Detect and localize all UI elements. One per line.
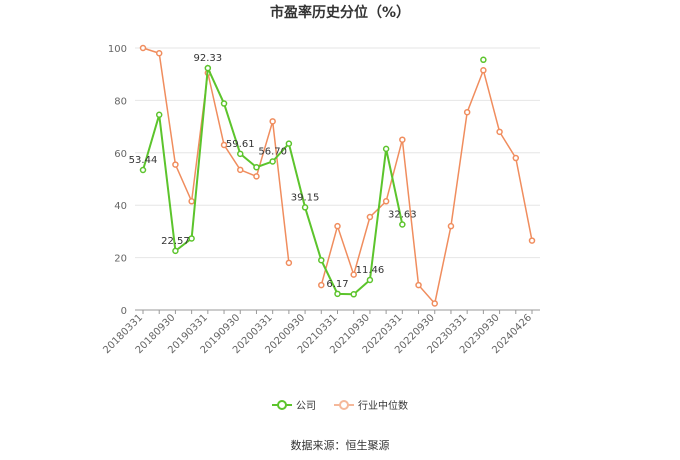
data-point-company: [399, 221, 406, 228]
series-line-industry: [142, 47, 290, 263]
data-point-industry: [480, 67, 487, 74]
data-point-company: [155, 111, 163, 119]
data-point-industry: [155, 49, 163, 57]
data-point-industry: [399, 136, 406, 143]
y-tick-label: 0: [121, 306, 127, 317]
series-line-industry: [320, 67, 533, 306]
y-tick-label: 60: [114, 149, 127, 160]
legend-line-marker-icon: [334, 399, 354, 410]
y-tick-label: 100: [108, 44, 127, 55]
data-label: 22.57: [161, 236, 190, 247]
data-point-company: [301, 204, 309, 211]
data-label: 56.70: [258, 146, 287, 157]
data-point-company: [285, 140, 293, 147]
data-point-industry: [382, 198, 390, 205]
data-point-company: [269, 158, 276, 165]
data-point-company: [382, 145, 390, 153]
data-point-industry: [431, 300, 438, 307]
legend-line-marker-icon: [272, 399, 292, 410]
data-point-industry: [253, 173, 260, 180]
data-label: 92.33: [194, 53, 223, 64]
series-line-company: [142, 64, 404, 296]
data-point-company: [350, 291, 357, 298]
data-point-industry: [172, 161, 179, 168]
data-point-industry: [334, 222, 341, 230]
data-point-company: [172, 247, 179, 255]
data-point-industry: [496, 128, 503, 136]
data-label: 39.15: [291, 192, 320, 203]
data-point-company: [366, 276, 374, 284]
data-point-industry: [463, 108, 471, 116]
data-point-industry: [528, 237, 536, 244]
data-point-industry: [237, 166, 244, 174]
data-point-company: [188, 235, 195, 242]
data-point-industry: [269, 118, 276, 125]
data-point-company: [237, 150, 244, 158]
legend: 公司 行业中位数: [0, 397, 680, 412]
data-point-company: [220, 100, 228, 107]
data-label: 53.44: [129, 155, 158, 166]
data-point-industry: [139, 44, 147, 52]
legend-label-industry: 行业中位数: [358, 401, 408, 412]
y-tick-label: 40: [114, 201, 127, 212]
data-point-industry: [415, 281, 422, 289]
data-point-industry: [366, 213, 374, 221]
data-point-industry: [285, 259, 293, 267]
data-point-industry: [350, 271, 357, 278]
data-label: 32.63: [388, 210, 417, 221]
data-point-company: [334, 290, 341, 298]
data-point-industry: [188, 198, 195, 205]
source-note: 数据来源：恒生聚源: [290, 439, 390, 452]
chart-title: 市盈率历史分位（%）: [269, 5, 411, 21]
y-tick-label: 80: [114, 96, 127, 107]
y-tick-label: 20: [114, 254, 127, 265]
data-point-company: [480, 56, 487, 64]
legend-item-industry[interactable]: 行业中位数: [334, 397, 408, 412]
data-point-industry: [318, 281, 325, 289]
data-point-company: [139, 166, 147, 174]
data-label: 6.17: [326, 279, 348, 290]
data-point-industry: [220, 141, 228, 149]
data-point-industry: [512, 154, 520, 162]
data-point-company: [204, 64, 212, 72]
data-label: 59.61: [226, 139, 255, 150]
legend-label-company: 公司: [296, 401, 316, 412]
data-point-industry: [447, 222, 455, 230]
legend-item-company[interactable]: 公司: [272, 397, 316, 412]
data-point-company: [253, 163, 260, 171]
data-label: 11.46: [356, 265, 385, 276]
data-point-company: [318, 256, 325, 264]
